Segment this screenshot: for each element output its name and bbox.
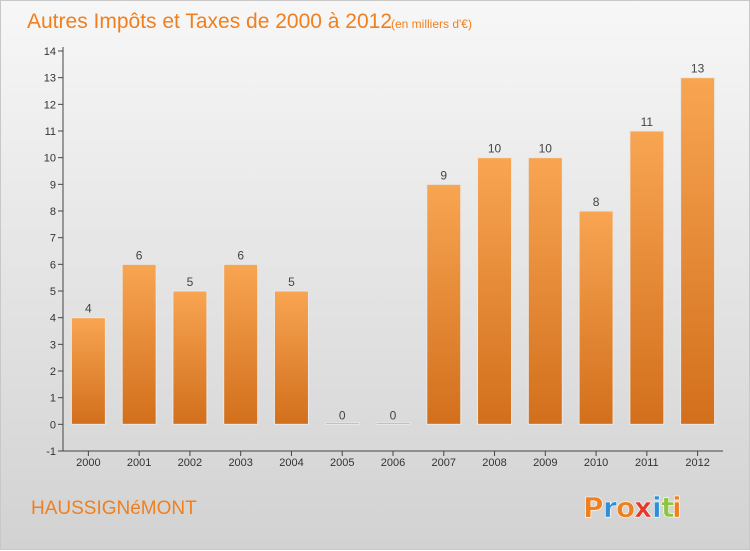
x-tick-label: 2006: [381, 457, 405, 469]
logo-letter: x: [634, 491, 652, 524]
y-tick-label: 13: [44, 73, 56, 85]
y-tick-label: 7: [50, 233, 56, 245]
logo-letter: i: [652, 491, 662, 524]
bar: [426, 183, 462, 425]
y-tick-label: 3: [50, 339, 56, 351]
logo-letter: P: [583, 491, 604, 524]
y-tick-label: 8: [50, 206, 56, 218]
y-tick-label: 5: [50, 286, 56, 298]
data-label: 11: [641, 115, 654, 129]
y-tick-label: 0: [50, 419, 56, 431]
bar: [477, 157, 513, 425]
bar: [223, 263, 259, 425]
data-label: 6: [237, 248, 244, 262]
data-label: 0: [390, 408, 397, 422]
bar: [629, 130, 665, 425]
x-tick-label: 2011: [635, 457, 659, 469]
chart-title: Autres Impôts et Taxes de 2000 à 2012: [27, 10, 392, 33]
x-tick-label: 2010: [584, 457, 608, 469]
x-tick-label: 2007: [432, 457, 456, 469]
chart-subtitle: (en milliers d'€): [391, 17, 472, 31]
data-label: 10: [539, 142, 553, 156]
bar: [324, 422, 360, 425]
y-tick-label: 12: [44, 99, 56, 111]
data-label: 10: [488, 142, 502, 156]
x-tick-label: 2002: [178, 457, 202, 469]
bar: [70, 317, 106, 425]
y-tick-label: 2: [50, 366, 56, 378]
x-tick-label: 2009: [533, 457, 557, 469]
y-tick-label: 9: [50, 179, 56, 191]
y-tick-label: 4: [50, 313, 56, 325]
logo-letter: t: [661, 491, 674, 524]
data-label: 0: [339, 408, 346, 422]
x-tick-label: 2004: [279, 457, 303, 469]
y-tick-label: 1: [50, 393, 56, 405]
data-label: 5: [187, 275, 194, 289]
commune-name: HAUSSIGNéMONT: [31, 498, 197, 519]
y-tick-label: 14: [44, 46, 56, 58]
y-tick-label: 6: [50, 259, 56, 271]
y-tick-label: 11: [45, 126, 56, 138]
data-label: 4: [85, 302, 92, 316]
logo-letter: r: [603, 491, 617, 524]
bar: [273, 290, 309, 425]
y-tick-label: -1: [46, 446, 56, 458]
x-tick-label: 2012: [685, 457, 709, 469]
data-label: 13: [691, 62, 705, 76]
bar: [375, 422, 411, 425]
x-tick-label: 2001: [127, 457, 151, 469]
bar: [578, 210, 614, 425]
data-label: 9: [440, 168, 447, 182]
bar: [680, 77, 716, 425]
data-label: 6: [136, 248, 143, 262]
x-tick-label: 2005: [330, 457, 354, 469]
logo-letter: o: [616, 491, 635, 524]
bar: [172, 290, 208, 425]
bar: [121, 263, 157, 425]
logo-letter: i: [672, 491, 682, 524]
x-tick-label: 2000: [76, 457, 100, 469]
x-tick-label: 2003: [228, 457, 252, 469]
bar: [527, 157, 563, 425]
bars: 4 6 5 6 5 0 0 9 10 10 8 11 13: [70, 62, 716, 425]
data-label: 5: [288, 275, 295, 289]
data-label: 8: [593, 195, 600, 209]
y-tick-label: 10: [44, 153, 56, 165]
x-tick-label: 2008: [482, 457, 506, 469]
